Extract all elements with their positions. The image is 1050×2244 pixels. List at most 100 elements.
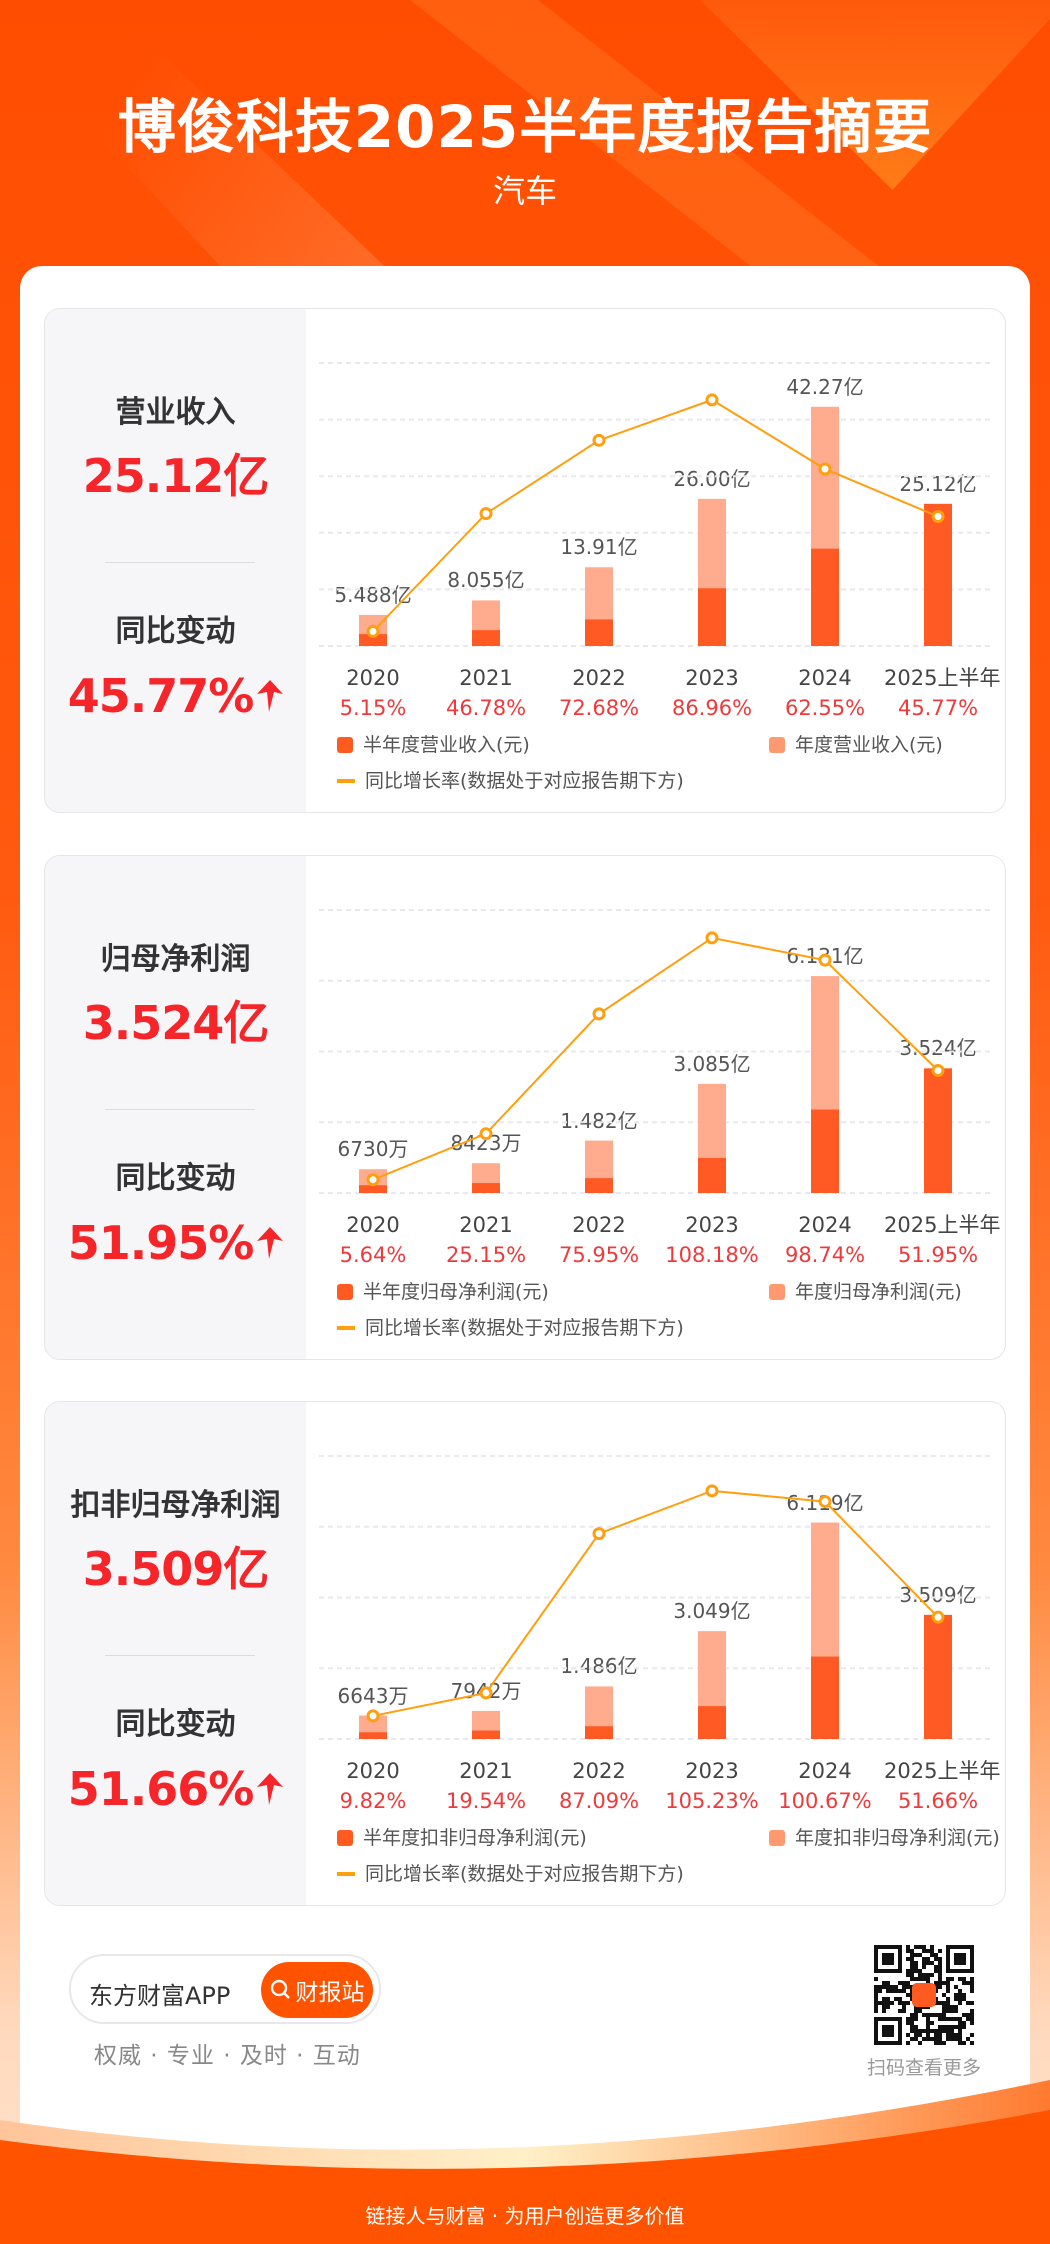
qr-module xyxy=(954,1997,958,2001)
qr-module xyxy=(878,1989,882,1993)
combo-chart xyxy=(319,362,992,647)
metric-label: 扣非归母净利润 xyxy=(70,1488,281,1523)
qr-finder xyxy=(954,1953,966,1965)
divider xyxy=(105,1655,255,1656)
qr-module xyxy=(934,2001,938,2005)
year-label: 2022 xyxy=(572,1759,626,1783)
qr-module xyxy=(894,1989,898,1993)
qr-module xyxy=(926,2013,930,2017)
qr-module xyxy=(942,1981,946,1985)
qr-module xyxy=(926,2025,930,2029)
qr-module xyxy=(950,2025,954,2029)
qr-module xyxy=(902,1981,906,1985)
legend-label: 半年度归母净利润(元) xyxy=(363,1281,549,1303)
growth-rate-label: 46.78% xyxy=(445,696,527,720)
qr-module xyxy=(938,1985,942,1989)
qr-module xyxy=(934,1957,938,1961)
qr-module xyxy=(930,1945,934,1949)
qr-module xyxy=(946,1977,950,1981)
legend-growth-rate: 同比增长率(数据处于对应报告期下方) xyxy=(337,769,684,793)
qr-module xyxy=(910,1977,914,1981)
year-label: 2021 xyxy=(459,1759,513,1783)
qr-module xyxy=(938,1969,942,1973)
half-year-bar xyxy=(359,1185,387,1193)
year-label: 2025上半年 xyxy=(884,1213,1001,1237)
year-label: 2025上半年 xyxy=(884,1759,1001,1783)
qr-module xyxy=(966,2013,970,2017)
qr-module xyxy=(914,2009,918,2013)
year-label: 2023 xyxy=(685,1213,739,1237)
growth-rate-label: 72.68% xyxy=(558,696,640,720)
divider xyxy=(105,562,255,563)
qr-module xyxy=(878,1985,882,1989)
qr-module xyxy=(938,1973,942,1977)
half-year-bar xyxy=(698,588,726,646)
qr-module xyxy=(930,2013,934,2017)
qr-module xyxy=(914,1961,918,1965)
qr-module xyxy=(970,2013,974,2017)
year-label: 2020 xyxy=(346,1213,400,1237)
arrow-up-icon xyxy=(257,1226,284,1259)
qr-module xyxy=(886,1985,890,1989)
qr-module xyxy=(970,2021,974,2025)
qr-module xyxy=(962,2041,966,2045)
qr-module xyxy=(886,2001,890,2005)
half-year-bar xyxy=(924,1614,952,1739)
qr-module xyxy=(874,1977,878,1981)
qr-module xyxy=(954,2009,958,2013)
growth-rate-line xyxy=(372,398,939,633)
qr-module xyxy=(874,1989,878,1993)
value-label: 13.91亿 xyxy=(560,535,638,560)
qr-module xyxy=(958,2025,962,2029)
growth-rate-point xyxy=(818,1495,832,1509)
qr-module xyxy=(938,2029,942,2033)
half-year-bar xyxy=(585,1726,613,1739)
qr-module xyxy=(910,1985,914,1989)
legend-half-year: 半年度归母净利润(元) xyxy=(337,1280,549,1304)
year-label: 2023 xyxy=(685,1759,739,1783)
legend-growth-rate: 同比增长率(数据处于对应报告期下方) xyxy=(337,1862,684,1886)
qr-finder xyxy=(882,1953,894,1965)
qr-module xyxy=(882,2005,886,2009)
half-year-bar xyxy=(472,1183,500,1193)
qr-module xyxy=(942,2009,946,2013)
qr-module xyxy=(910,1953,914,1957)
qr-module xyxy=(938,2017,942,2021)
combo-chart xyxy=(319,1455,992,1740)
growth-rate-point xyxy=(366,1173,380,1187)
qr-module xyxy=(914,2033,918,2037)
qr-module xyxy=(958,2001,962,2005)
qr-code-icon[interactable] xyxy=(874,1945,974,2045)
growth-rate-point xyxy=(705,1484,719,1498)
half-year-bar xyxy=(924,503,952,646)
metric-section: 归母净利润 3.524亿 同比变动 51.95% 6730万 2020 5.64% 8423万… xyxy=(44,855,1006,1360)
metric-label: 营业收入 xyxy=(115,395,236,430)
app-search-pill[interactable]: 东方财富APP 财报站 xyxy=(69,1954,381,2024)
qr-module xyxy=(922,1965,926,1969)
half-year-bar xyxy=(811,1656,839,1739)
qr-module xyxy=(958,1977,962,1981)
year-label: 2024 xyxy=(798,1213,852,1237)
qr-module xyxy=(930,2037,934,2041)
search-button[interactable]: 财报站 xyxy=(261,1962,373,2018)
growth-rate-point xyxy=(705,393,719,407)
qr-module xyxy=(942,2029,946,2033)
qr-module xyxy=(930,1973,934,1977)
growth-rate-point xyxy=(592,1007,606,1021)
qr-module xyxy=(938,2013,942,2017)
legend-label: 同比增长率(数据处于对应报告期下方) xyxy=(365,770,684,792)
bottom-wave xyxy=(0,2080,1050,2244)
qr-module xyxy=(918,2009,922,2013)
legend-swatch xyxy=(337,1830,353,1846)
qr-module xyxy=(962,1993,966,1997)
year-label: 2023 xyxy=(685,666,739,690)
app-name: 东方财富APP xyxy=(89,1982,231,2010)
qr-module xyxy=(918,1953,922,1957)
qr-module xyxy=(958,1993,962,1997)
qr-module xyxy=(942,2013,946,2017)
value-label: 3.509亿 xyxy=(899,1582,977,1607)
qr-module xyxy=(938,2001,942,2005)
qr-module xyxy=(910,2025,914,2029)
year-label: 2021 xyxy=(459,666,513,690)
search-icon xyxy=(270,1979,290,1999)
